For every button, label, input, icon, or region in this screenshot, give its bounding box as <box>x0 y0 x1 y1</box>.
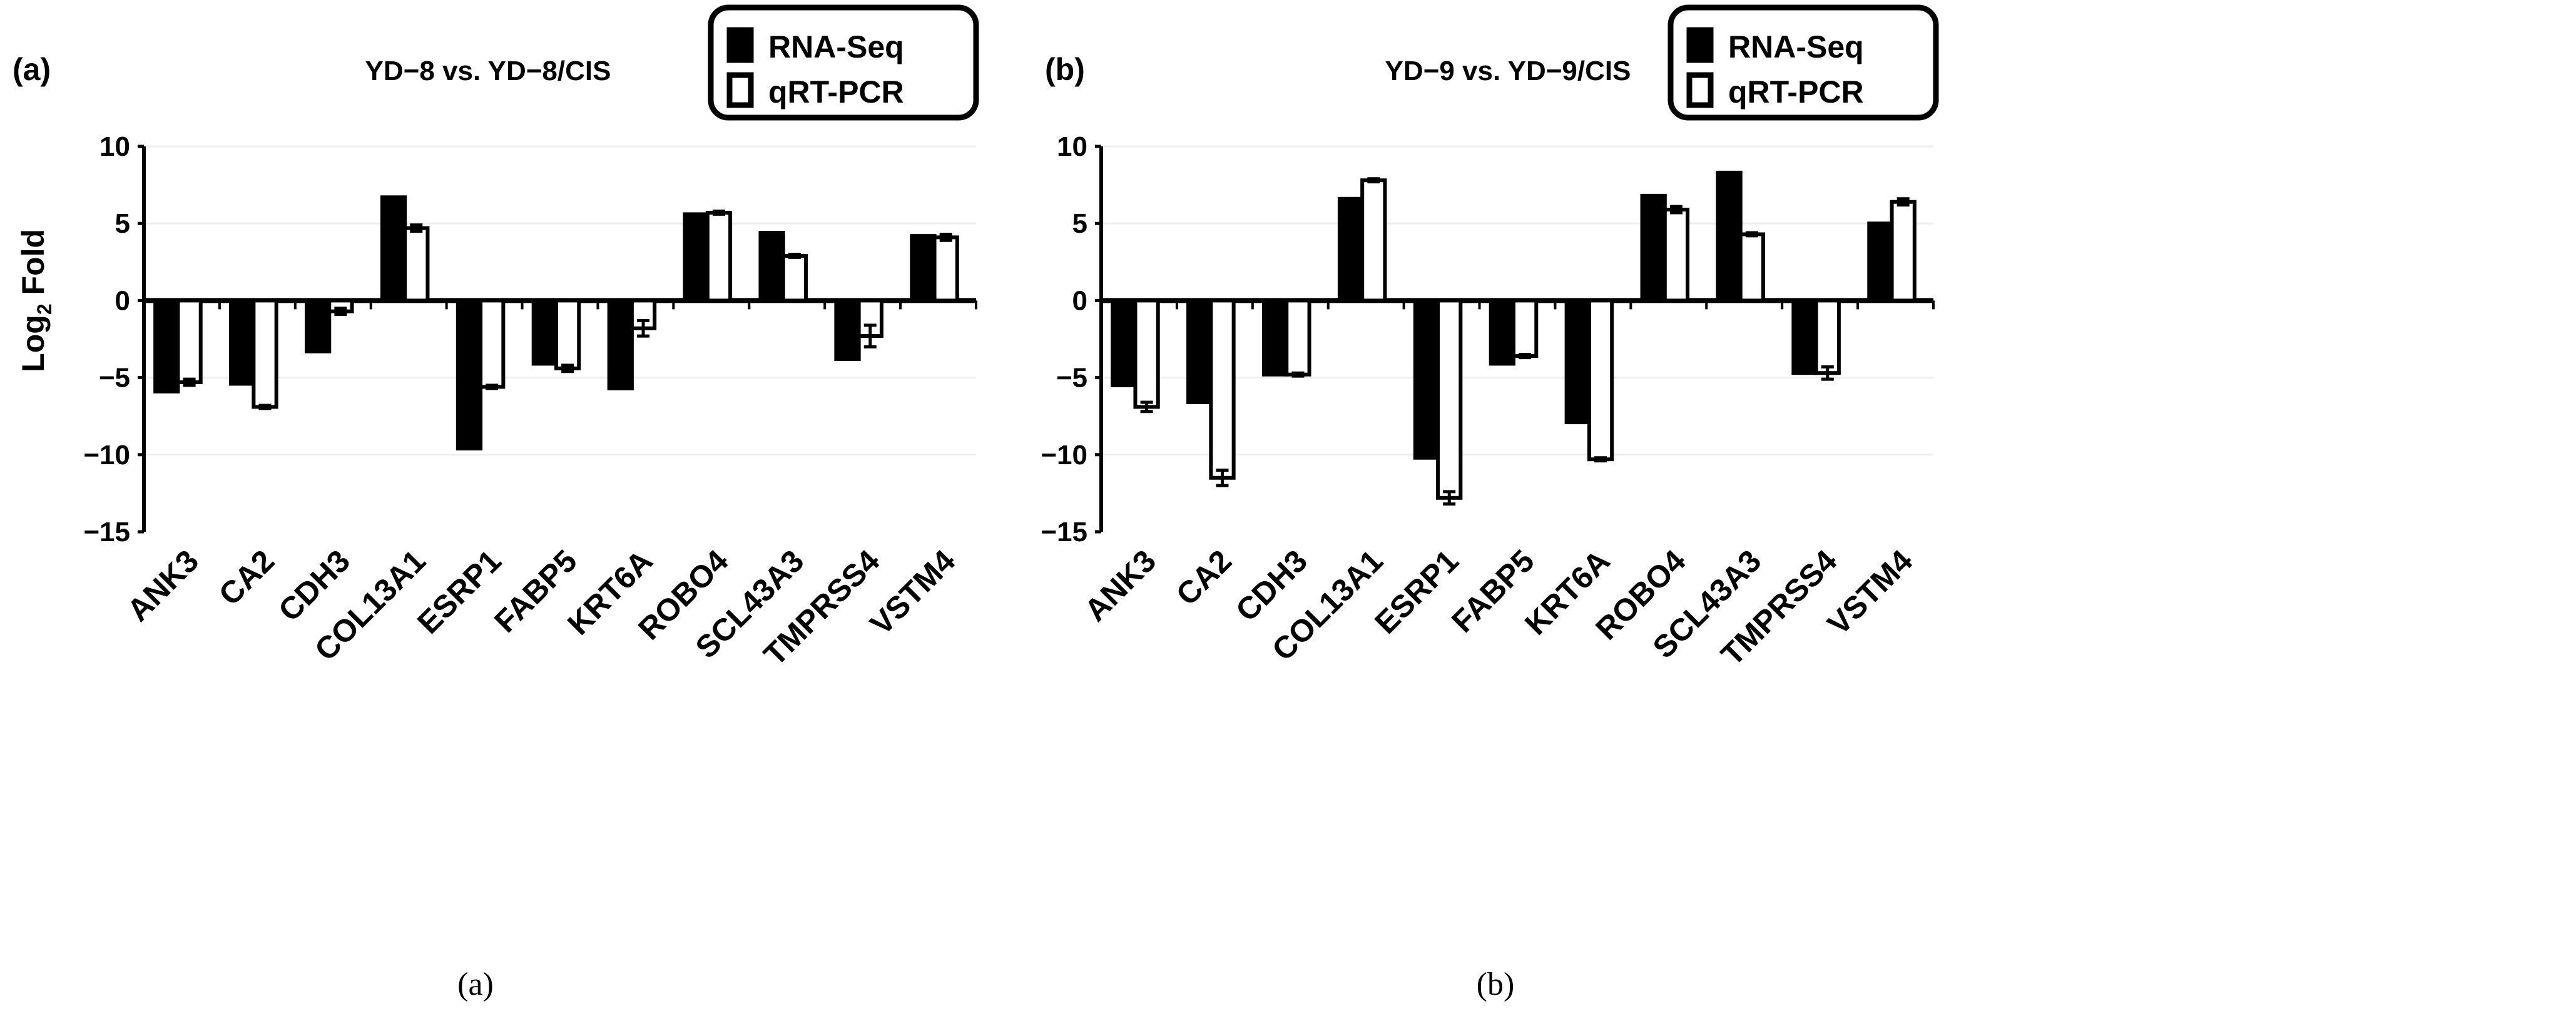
bar-qrt-pcr <box>1662 208 1690 303</box>
panel-label: (a) <box>13 52 51 87</box>
bar-qrt-pcr <box>554 298 581 370</box>
panel-label: (b) <box>1045 52 1085 87</box>
y-axis-label-subscript: 2 <box>33 303 56 315</box>
legend-label: qRT-PCR <box>768 74 904 109</box>
y-tick-label: 10 <box>1057 131 1087 162</box>
bar-qrt-pcr <box>1738 232 1766 303</box>
y-tick-label: −10 <box>1041 440 1087 470</box>
bar-rna-seq <box>607 298 634 390</box>
bar-qrt-pcr <box>1285 298 1311 377</box>
bar-qrt-pcr <box>1133 298 1160 409</box>
bar-qrt-pcr <box>252 298 278 409</box>
bar-qrt-pcr <box>932 235 959 303</box>
bar-rna-seq <box>1413 298 1440 460</box>
bar-qrt-pcr <box>705 210 733 303</box>
bar-qrt-pcr <box>479 298 506 389</box>
y-axis-label: Log2 Fold <box>16 229 56 372</box>
bar-rna-seq <box>834 298 861 362</box>
bar-rna-seq <box>380 195 407 303</box>
y-tick-label: 5 <box>1072 208 1087 239</box>
bar-rna-seq <box>1791 298 1818 375</box>
bar-qrt-pcr <box>1512 298 1539 358</box>
x-tick-label: ESRP1 <box>410 543 508 641</box>
y-tick-label: 10 <box>99 131 130 162</box>
bar-rna-seq <box>910 233 937 303</box>
y-axis-label-main: Log <box>16 315 51 372</box>
legend-swatch-qrt-pcr <box>1686 72 1714 108</box>
y-tick-label: −5 <box>99 363 130 394</box>
bar-rna-seq <box>1716 170 1743 303</box>
bar-qrt-pcr <box>1360 178 1387 303</box>
x-tick-label: ESRP1 <box>1368 543 1465 641</box>
legend-label: RNA-Seq <box>1728 29 1864 64</box>
y-axis-label-rest: Fold <box>16 229 51 303</box>
y-tick-label: −10 <box>83 440 130 470</box>
bar-rna-seq <box>683 212 710 303</box>
bar-rna-seq <box>1640 193 1667 303</box>
bar-rna-seq <box>1337 196 1365 303</box>
bar-rna-seq <box>1186 298 1213 405</box>
bar-qrt-pcr <box>1587 298 1614 462</box>
x-tick-label: CA2 <box>212 543 281 612</box>
x-tick-label: VSTM4 <box>863 543 962 642</box>
bar-rna-seq <box>1489 298 1516 366</box>
legend-label: qRT-PCR <box>1728 74 1864 109</box>
x-tick-label: VSTM4 <box>1821 543 1920 642</box>
legend: RNA-Seq qRT-PCR <box>1667 4 1939 121</box>
chart-title: YD−8 vs. YD−8/CIS <box>365 56 611 86</box>
bar-rna-seq <box>1262 298 1289 377</box>
x-tick-label: ANK3 <box>120 543 205 628</box>
x-tick-label: CA2 <box>1169 543 1238 612</box>
y-tick-label: −15 <box>1041 517 1087 547</box>
bar-qrt-pcr <box>1814 298 1841 375</box>
bar-rna-seq <box>229 298 256 386</box>
legend-swatch-qrt-pcr <box>726 72 754 108</box>
bar-rna-seq <box>758 230 785 303</box>
bar-qrt-pcr <box>1436 298 1463 500</box>
bar-rna-seq <box>531 298 559 366</box>
bar-rna-seq <box>1867 221 1894 303</box>
bar-rna-seq <box>1111 298 1138 387</box>
legend-label: RNA-Seq <box>768 29 904 64</box>
bar-qrt-pcr <box>176 298 203 384</box>
bar-rna-seq <box>305 298 332 353</box>
legend-swatch-rna-seq <box>1686 27 1714 63</box>
y-tick-label: 0 <box>1072 285 1087 316</box>
bar-qrt-pcr <box>1890 200 1917 303</box>
bar-qrt-pcr <box>403 226 430 303</box>
legend-box <box>708 4 979 121</box>
bar-rna-seq <box>1564 298 1591 425</box>
legend-swatch-rna-seq <box>726 27 754 63</box>
legend: RNA-Seq qRT-PCR <box>708 4 979 121</box>
bar-rna-seq <box>153 298 180 394</box>
figure-caption: (b) <box>1477 967 1515 1002</box>
figure-caption: (a) <box>457 967 494 1002</box>
y-tick-label: 5 <box>115 208 130 239</box>
bar-qrt-pcr <box>781 253 808 303</box>
y-tick-label: −5 <box>1056 363 1087 394</box>
bar-qrt-pcr <box>1209 298 1236 480</box>
chart-title: YD−9 vs. YD−9/CIS <box>1385 56 1631 86</box>
bar-rna-seq <box>456 298 483 450</box>
legend-box <box>1667 4 1939 121</box>
x-tick-label: ANK3 <box>1077 543 1163 628</box>
y-tick-label: 0 <box>115 285 130 316</box>
y-tick-label: −15 <box>83 517 130 547</box>
